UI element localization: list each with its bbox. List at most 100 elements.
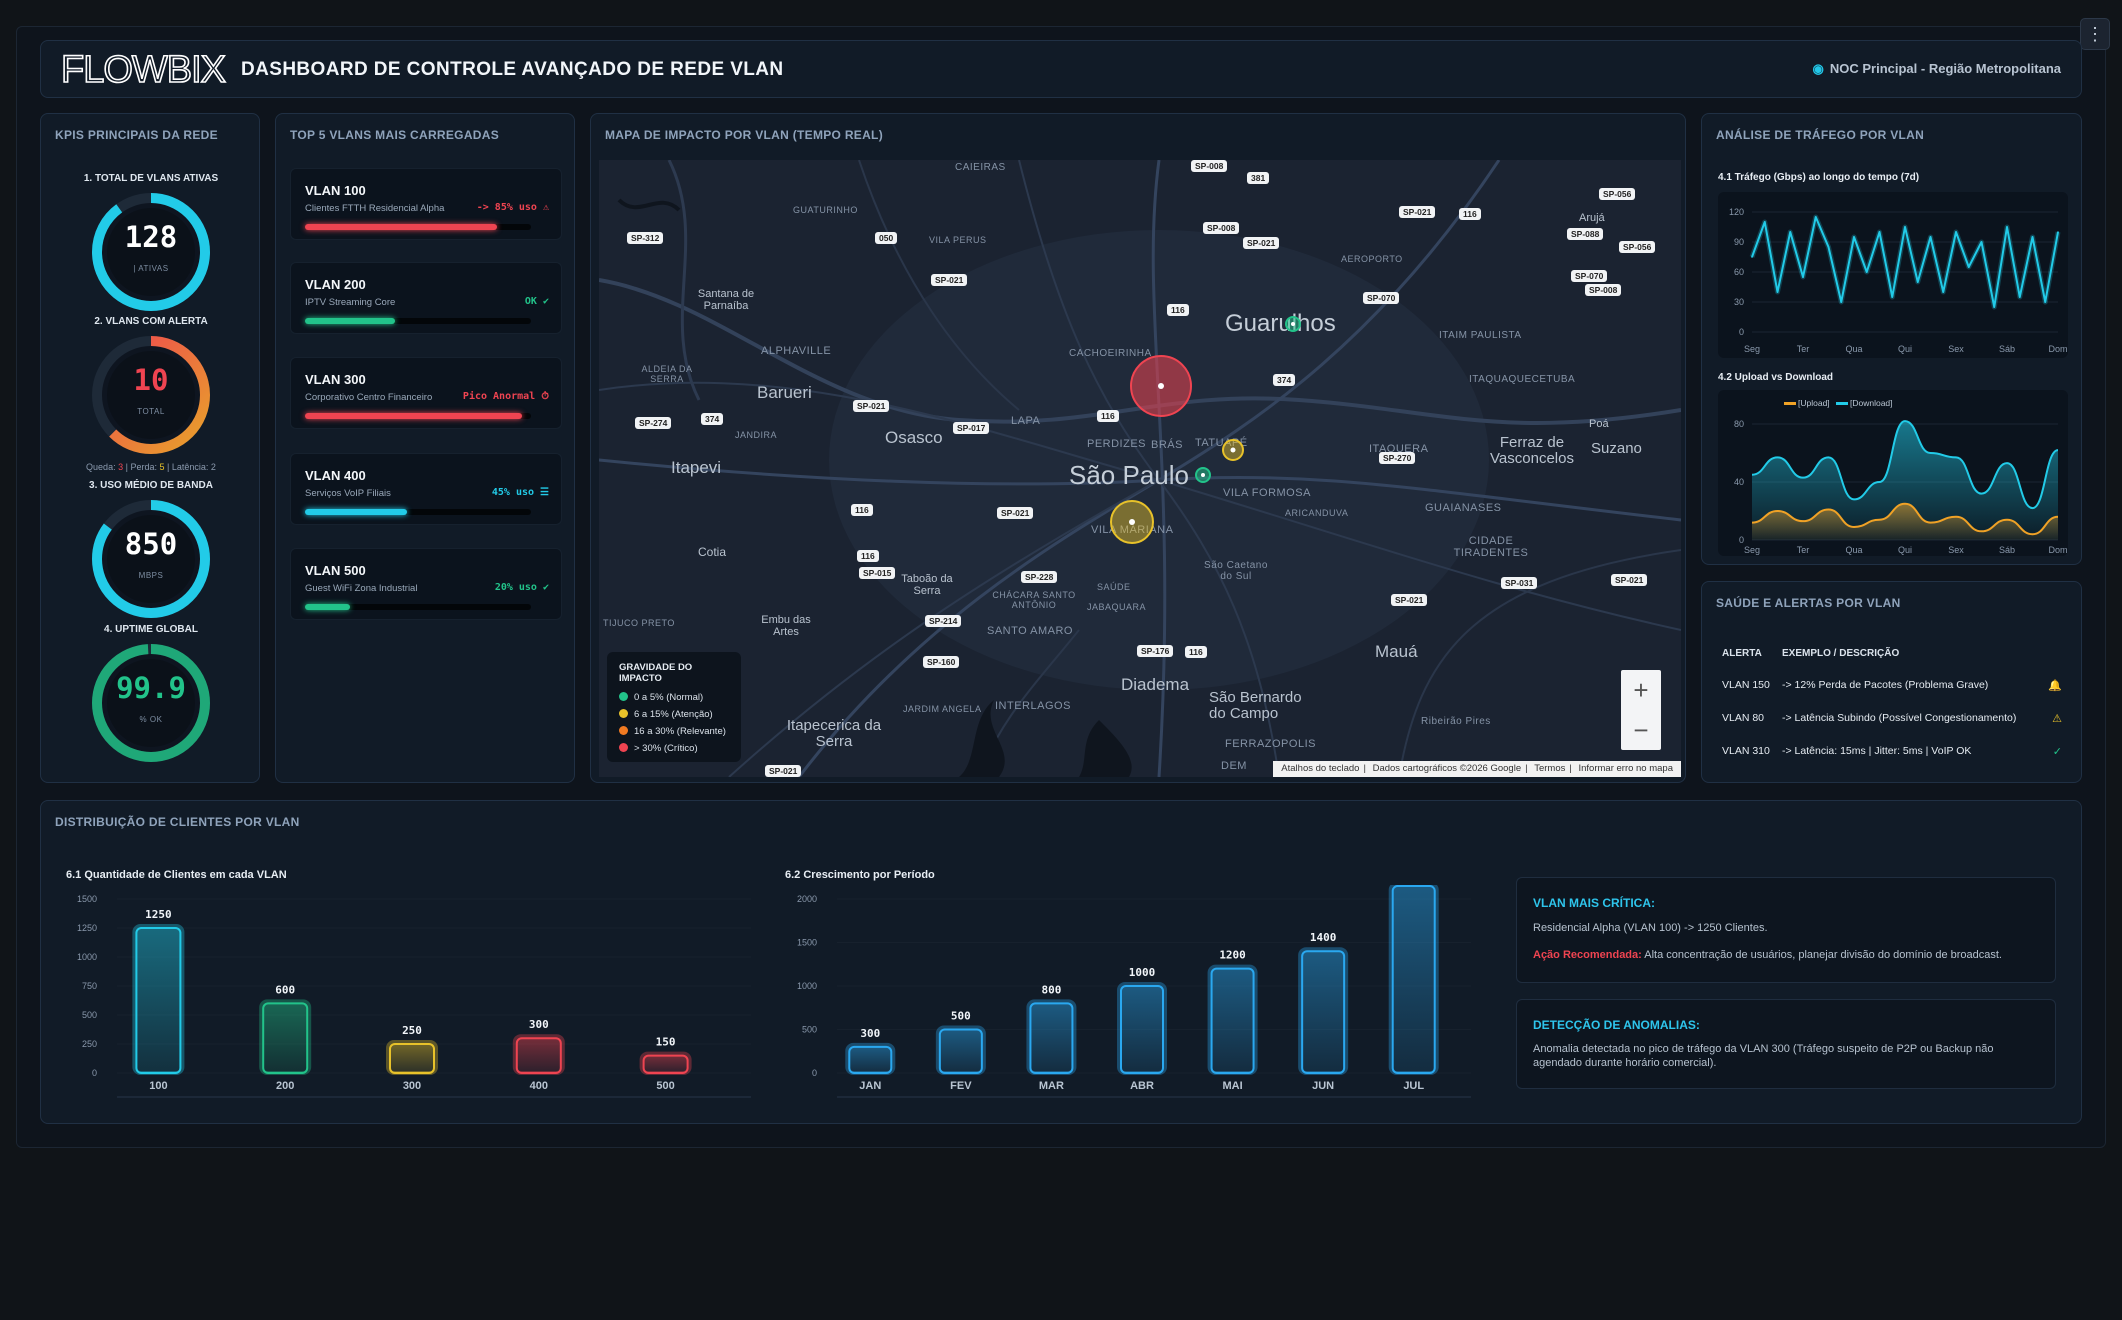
road-shield: 116	[1459, 208, 1481, 220]
gauge-bandwidth: 850 MBPS	[89, 497, 213, 621]
vlan-card[interactable]: VLAN 300 Corporativo Centro Financeiro Pic…	[290, 357, 562, 429]
col-alert-header: ALERTA	[1722, 648, 1762, 659]
road-shield: SP-056	[1599, 188, 1636, 200]
map-district-label: ALDEIA DA SERRA	[641, 364, 693, 384]
road-shield: SP-228	[1021, 571, 1058, 583]
map-district-label: AEROPORTO	[1341, 254, 1403, 264]
gauge-unit: MBPS	[138, 571, 164, 580]
vlan-status: OK ✔	[524, 296, 549, 307]
keyboard-shortcuts-link[interactable]: Atalhos do teclado	[1281, 763, 1360, 774]
series-line	[1751, 420, 2059, 510]
bar	[1210, 967, 1255, 1074]
gauge-value: 850	[124, 527, 178, 561]
map-district-label: JARDIM ANGELA	[903, 704, 982, 714]
gauge-total: 128 | ATIVAS	[89, 190, 213, 314]
page-title: DASHBOARD DE CONTROLE AVANÇADO DE REDE V…	[241, 59, 784, 80]
gauge-value: 99.9	[116, 671, 186, 705]
bar-value-label: 1200	[1219, 949, 1246, 962]
x-tick-label: ABR	[1130, 1080, 1154, 1092]
alert-description: -> 12% Perda de Pacotes (Problema Grave)	[1782, 679, 1989, 691]
header-bar: FLOWBIX DASHBOARD DE CONTROLE AVANÇADO D…	[40, 40, 2082, 98]
road-shield: 116	[1097, 410, 1119, 422]
x-tick-label: Sex	[1948, 344, 1964, 354]
alert-description: -> Latência: 15ms | Jitter: 5ms | VoIP O…	[1782, 745, 1972, 757]
road-shield: 050	[875, 232, 898, 244]
vlan-card[interactable]: VLAN 500 Guest WiFi Zona Industrial 20% us…	[290, 548, 562, 620]
vlan-card[interactable]: VLAN 100 Clientes FTTH Residencial Alpha -…	[290, 168, 562, 240]
alert-vlan: VLAN 150	[1722, 679, 1770, 691]
legend-item: 6 a 15% (Atenção)	[619, 709, 729, 720]
usage-bar-fill	[305, 318, 396, 324]
series-line	[1751, 502, 2059, 536]
legend-item: > 30% (Crítico)	[619, 743, 729, 754]
data-point	[1853, 236, 1855, 238]
map-district-label: ITAIM PAULISTA	[1439, 330, 1522, 341]
bar	[1391, 885, 1436, 1074]
bar	[938, 1028, 983, 1074]
traffic-panel: ANÁLISE DE TRÁFEGO POR VLAN 4.1 Tráfego …	[1701, 113, 2082, 565]
bar-value-label: 150	[656, 1036, 676, 1049]
map-district-label: LAPA	[1011, 415, 1041, 427]
usage-bar-fill	[305, 224, 498, 230]
map-city-label: Santana de Parnaíba	[697, 288, 755, 312]
y-tick-label: 30	[1734, 297, 1744, 307]
data-point	[1891, 296, 1894, 298]
y-tick-label: 500	[82, 1010, 97, 1020]
road-shield: SP-070	[1363, 292, 1400, 304]
alert-status-icon: ⚠	[2052, 713, 2062, 725]
y-tick-label: 1500	[77, 894, 97, 904]
legend-label: [Upload]	[1798, 398, 1830, 408]
road-shield: 116	[857, 550, 879, 562]
vlan-status: -> 85% uso ⚠	[476, 202, 549, 213]
map-district-label: JANDIRA	[735, 430, 778, 440]
road-shield: SP-088	[1567, 228, 1604, 240]
legend-swatch	[1836, 402, 1848, 405]
map-district-label: CIDADE TIRADENTES	[1453, 535, 1529, 559]
vlan-impact-map[interactable]: São Paulo Guarulhos Barueri Osasco Itape…	[599, 160, 1681, 777]
bar	[1120, 985, 1164, 1074]
y-tick-label: 40	[1734, 477, 1744, 487]
kpi-panel: KPIS PRINCIPAIS DA REDE 1. TOTAL DE VLAN…	[40, 113, 260, 783]
anomaly-title: DETECÇÃO DE ANOMALIAS:	[1533, 1018, 1700, 1032]
data-point	[1980, 241, 1983, 243]
road-shield: SP-021	[853, 400, 890, 412]
bar-value-label: 1400	[1310, 931, 1337, 944]
map-district-label: SANTO AMARO	[987, 625, 1073, 637]
zoom-in-button[interactable]: +	[1633, 675, 1649, 705]
bar	[1301, 950, 1346, 1074]
bar-value-label: 1250	[145, 908, 172, 921]
usage-bar-fill	[305, 604, 351, 610]
map-city-label: Embu das Artes	[761, 614, 811, 638]
road-shield: SP-008	[1191, 160, 1228, 172]
report-error-link[interactable]: Informar erro no mapa	[1578, 763, 1673, 774]
health-title: SAÚDE E ALERTAS POR VLAN	[1716, 596, 1901, 610]
col-desc-header: EXEMPLO / DESCRIÇÃO	[1782, 648, 1900, 659]
map-district-label: VILA MARIANA	[1091, 524, 1174, 536]
kpi-label: 2. VLANS COM ALERTA	[94, 316, 208, 327]
x-tick-label: JUL	[1403, 1080, 1424, 1092]
gauge-alerts: 10 TOTAL	[89, 333, 213, 457]
traffic-line-chart: 0 30 60 90 120 Seg Ter Qua Qui Sex Sáb Dom	[1718, 192, 2068, 358]
gauge-unit: % OK	[139, 715, 163, 724]
map-district-label: São Caetano do Sul	[1204, 560, 1268, 582]
kpi-label: 3. USO MÉDIO DE BANDA	[89, 480, 213, 491]
terms-link[interactable]: Termos	[1534, 763, 1566, 774]
bar-value-label: 300	[529, 1018, 549, 1031]
data-point	[1878, 231, 1881, 233]
map-panel: MAPA DE IMPACTO POR VLAN (TEMPO REAL) Sã…	[590, 113, 1686, 783]
vlan-card[interactable]: VLAN 200 IPTV Streaming Core OK ✔	[290, 262, 562, 334]
vlan-card[interactable]: VLAN 400 Serviços VoIP Filiais 45% uso ☰	[290, 453, 562, 525]
upload-download-chart: 0 40 80 Seg Ter Qua Qui Sex Sáb Dom [Upload] [Downl…	[1718, 390, 2068, 556]
usage-bar-fill	[305, 413, 522, 419]
data-point	[2031, 236, 2034, 238]
zoom-out-button[interactable]: −	[1633, 715, 1649, 745]
y-tick-label: 1500	[797, 938, 817, 948]
map-district-label: GUATURINHO	[793, 205, 858, 215]
data-point	[1929, 236, 1932, 238]
map-label-sao-paulo: São Paulo	[1069, 460, 1189, 490]
y-tick-label: 0	[1739, 327, 1744, 337]
series-area	[1752, 503, 2058, 540]
x-tick-label: Qui	[1898, 545, 1912, 555]
more-options-icon[interactable]: ⋮	[2080, 18, 2110, 50]
y-tick-label: 60	[1734, 267, 1744, 277]
